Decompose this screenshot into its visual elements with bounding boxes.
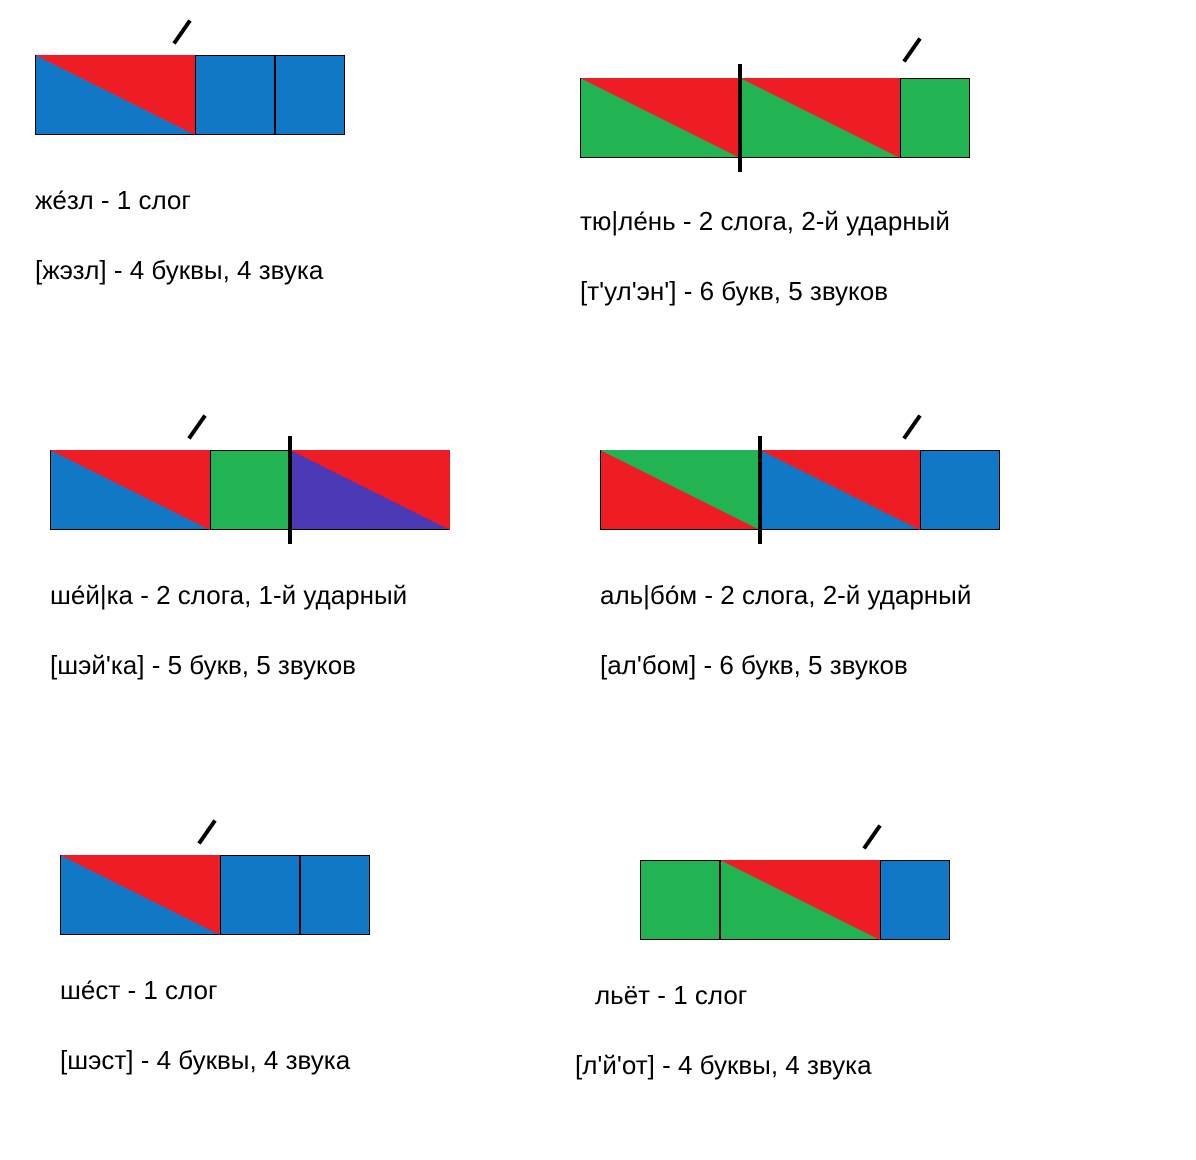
sound-box — [210, 450, 290, 530]
stress-mark — [185, 415, 209, 439]
transcription-line: [т'ул'эн'] - 6 букв, 5 звуков — [580, 276, 888, 307]
sound-triangle — [760, 450, 920, 530]
word-syllable-line: льёт - 1 слог — [595, 980, 747, 1011]
sound-diagram — [600, 450, 1000, 530]
phonetic-diagram-page: же́зл - 1 слог[жэзл] - 4 буквы, 4 звукат… — [0, 0, 1196, 1160]
sound-box — [920, 450, 1000, 530]
word-item-albom: аль|бо́м - 2 слога, 2-й ударный[ал'бом] … — [600, 450, 1000, 530]
transcription-line: [шэст] - 4 буквы, 4 звука — [60, 1045, 350, 1076]
sound-diagram — [60, 855, 370, 935]
word-syllable-line: аль|бо́м - 2 слога, 2-й ударный — [600, 580, 971, 611]
syllable-divider — [738, 64, 742, 172]
sound-triangle — [50, 450, 210, 530]
sound-box — [220, 855, 300, 935]
sound-triangle — [740, 78, 900, 158]
syllable-divider — [758, 436, 762, 544]
word-syllable-line: ше́й|ка - 2 слога, 1-й ударный — [50, 580, 407, 611]
sound-diagram — [50, 450, 450, 530]
word-item-tyulen: тю|ле́нь - 2 слога, 2-й ударный[т'ул'эн'… — [580, 78, 1040, 158]
stress-mark — [900, 415, 924, 439]
sound-box — [195, 55, 275, 135]
sound-box — [900, 78, 970, 158]
sound-box — [640, 860, 720, 940]
transcription-line: [л'й'от] - 4 буквы, 4 звука — [575, 1050, 872, 1081]
sound-triangle — [600, 450, 760, 530]
stress-mark — [170, 20, 194, 44]
sound-triangle — [35, 55, 195, 135]
stress-mark — [195, 820, 219, 844]
transcription-line: [шэй'ка] - 5 букв, 5 звуков — [50, 650, 356, 681]
word-syllable-line: ше́ст - 1 слог — [60, 975, 217, 1006]
word-item-lyot: льёт - 1 слог[л'й'от] - 4 буквы, 4 звука — [640, 860, 950, 940]
sound-diagram — [35, 55, 345, 135]
sound-triangle — [720, 860, 880, 940]
syllable-divider — [288, 436, 292, 544]
word-syllable-line: же́зл - 1 слог — [35, 185, 191, 216]
sound-diagram — [640, 860, 950, 940]
word-item-shest: ше́ст - 1 слог[шэст] - 4 буквы, 4 звука — [60, 855, 370, 935]
transcription-line: [жэзл] - 4 буквы, 4 звука — [35, 255, 323, 286]
sound-box — [300, 855, 370, 935]
stress-mark — [900, 38, 924, 62]
word-item-zhezl: же́зл - 1 слог[жэзл] - 4 буквы, 4 звука — [35, 55, 345, 135]
sound-box — [275, 55, 345, 135]
sound-triangle — [290, 450, 450, 530]
sound-triangle — [60, 855, 220, 935]
stress-mark — [860, 825, 884, 849]
sound-box — [880, 860, 950, 940]
word-item-sheika: ше́й|ка - 2 слога, 1-й ударный[шэй'ка] -… — [50, 450, 450, 530]
word-syllable-line: тю|ле́нь - 2 слога, 2-й ударный — [580, 206, 950, 237]
transcription-line: [ал'бом] - 6 букв, 5 звуков — [600, 650, 908, 681]
sound-triangle — [580, 78, 740, 158]
sound-diagram — [580, 78, 1040, 158]
